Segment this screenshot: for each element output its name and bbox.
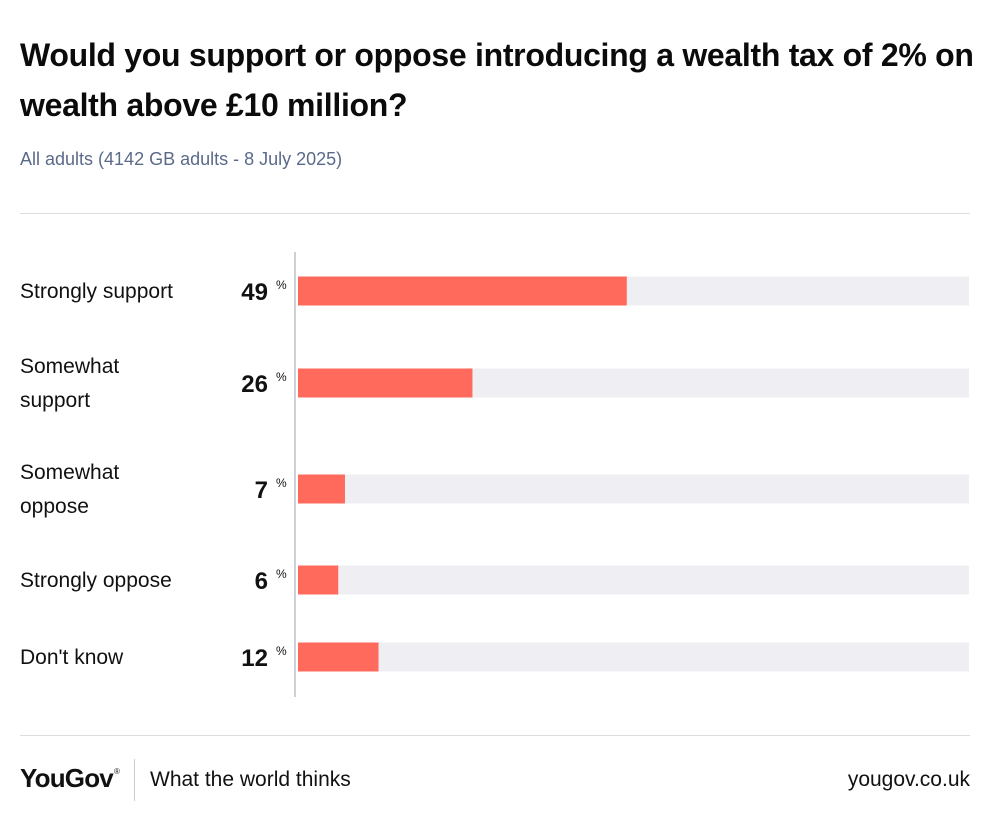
unit-label: % (276, 476, 287, 490)
footer-tagline: What the world thinks (150, 768, 351, 791)
footer-separator (134, 759, 135, 801)
bar (298, 276, 627, 306)
value-label: 7 (255, 477, 268, 504)
bar-track (298, 474, 969, 504)
category-label: Don't know (20, 646, 124, 669)
category-label: Somewhat (20, 461, 119, 484)
unit-label: % (276, 370, 287, 384)
yougov-logo: YouGov® (20, 763, 120, 793)
value-label: 49 (241, 279, 268, 306)
header-divider (20, 213, 970, 214)
bar (298, 368, 473, 398)
value-label: 6 (255, 568, 268, 595)
bar-track (298, 642, 969, 672)
footer-divider (20, 735, 970, 736)
footer-url: yougov.co.uk (847, 768, 970, 791)
category-label: Somewhat (20, 355, 119, 378)
chart-title: Would you support or oppose introducing … (20, 37, 974, 123)
unit-label: % (276, 567, 287, 581)
unit-label: % (276, 644, 287, 658)
bar (298, 474, 345, 504)
bar (298, 642, 379, 672)
category-label: Strongly support (20, 280, 173, 303)
value-label: 12 (241, 645, 268, 672)
chart-subtitle: All adults (4142 GB adults - 8 July 2025… (20, 149, 343, 169)
category-label: support (20, 389, 90, 412)
value-label: 26 (241, 371, 268, 398)
category-label: Strongly oppose (20, 569, 172, 592)
unit-label: % (276, 278, 287, 292)
category-label: oppose (20, 495, 89, 518)
bar-track (298, 565, 969, 595)
bar (298, 565, 339, 595)
